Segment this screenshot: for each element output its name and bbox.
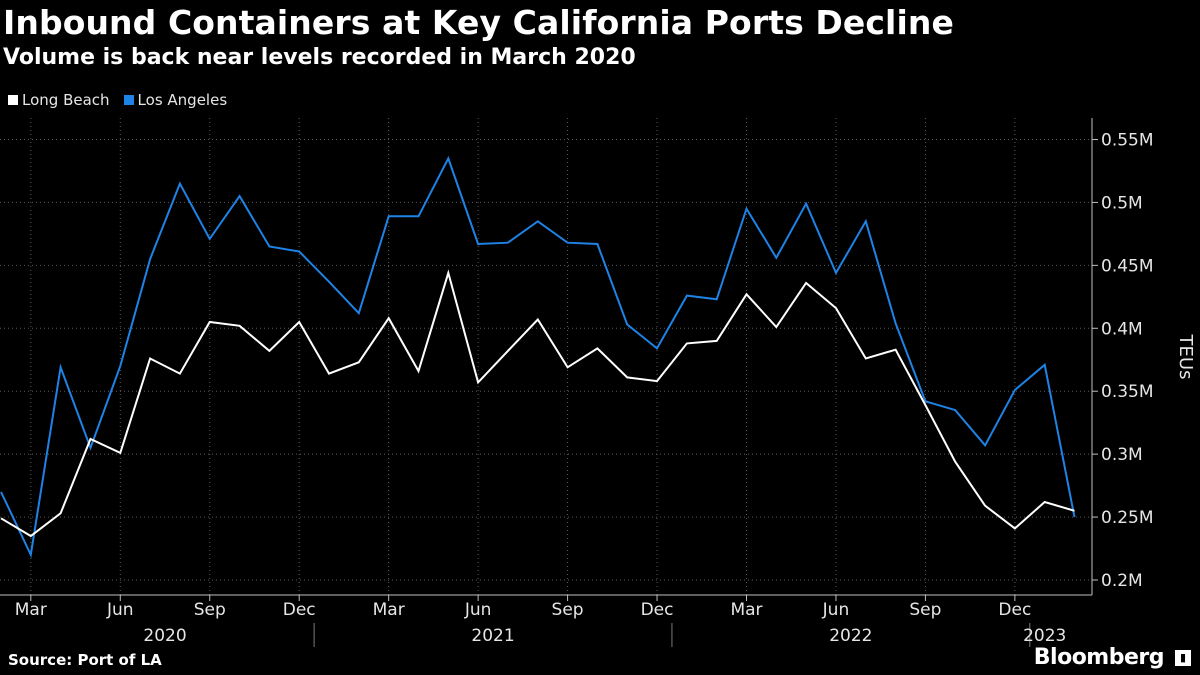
- y-tick-label: 0.45M: [1101, 256, 1154, 276]
- x-year-label: 2021: [471, 626, 514, 646]
- series-lines: [0, 155, 1076, 559]
- legend-item-long-beach: Long Beach: [8, 91, 110, 109]
- legend-label-long-beach: Long Beach: [22, 91, 110, 109]
- axes: [0, 118, 1098, 647]
- y-tick-label: 0.3M: [1101, 445, 1143, 465]
- x-tick-label: Dec: [283, 600, 316, 620]
- y-tick-label: 0.2M: [1101, 571, 1143, 591]
- y-tick-label: 0.25M: [1101, 508, 1154, 528]
- bloomberg-logo: Bloomberg: [1033, 645, 1165, 670]
- x-year-label: 2020: [143, 626, 186, 646]
- legend-swatch-long-beach: [8, 95, 18, 105]
- series-line-long-beach: [0, 269, 1075, 538]
- legend: Long Beach Los Angeles: [8, 91, 227, 109]
- chart-title: Inbound Containers at Key California Por…: [3, 3, 954, 42]
- x-year-label: 2023: [1023, 626, 1066, 646]
- y-tick-label: 0.55M: [1101, 131, 1154, 151]
- legend-label-los-angeles: Los Angeles: [137, 91, 228, 109]
- x-tick-label: Sep: [194, 600, 226, 620]
- y-tick-label: 0.5M: [1101, 193, 1143, 213]
- bloomberg-terminal-icon: ▮: [1175, 650, 1191, 666]
- grid-lines: [0, 118, 1092, 595]
- tick-labels: 0.2M 0.25M 0.3M 0.35M 0.4M 0.45M 0.5M 0.55M Mar J…: [15, 131, 1196, 647]
- x-tick-label: Mar: [373, 600, 405, 620]
- y-axis-title: TEUs: [1175, 334, 1196, 380]
- x-tick-label: Mar: [15, 600, 47, 620]
- y-tick-label: 0.35M: [1101, 382, 1154, 402]
- x-tick-label: Sep: [909, 600, 941, 620]
- series-line-los-angeles: [0, 155, 1076, 559]
- x-tick-label: Jun: [106, 600, 134, 620]
- x-tick-label: Dec: [641, 600, 674, 620]
- chart-subtitle: Volume is back near levels recorded in M…: [3, 45, 636, 70]
- legend-item-los-angeles: Los Angeles: [123, 91, 228, 109]
- x-year-label: 2022: [829, 626, 872, 646]
- legend-swatch-los-angeles: [123, 95, 134, 105]
- x-tick-label: Dec: [998, 600, 1031, 620]
- x-tick-label: Jun: [464, 600, 492, 620]
- y-tick-label: 0.4M: [1101, 319, 1143, 339]
- x-tick-label: Sep: [552, 600, 584, 620]
- x-tick-label: Jun: [822, 600, 850, 620]
- x-tick-label: Mar: [730, 600, 762, 620]
- source-note: Source: Port of LA: [8, 651, 162, 669]
